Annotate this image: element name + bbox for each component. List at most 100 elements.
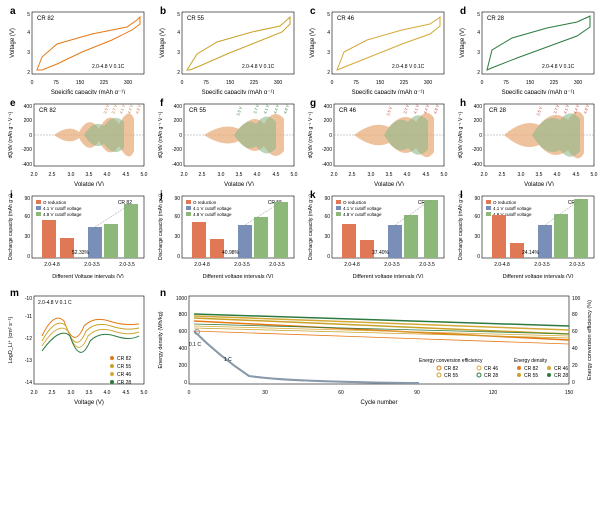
panel-i: i CR 82 O reduction 4.1 V cutoff voltage…: [4, 188, 152, 278]
svg-text:150: 150: [565, 390, 574, 396]
svg-text:4.8 V cutoff voltage: 4.8 V cutoff voltage: [343, 212, 382, 217]
svg-text:60: 60: [572, 329, 578, 335]
svg-text:2.0: 2.0: [331, 172, 338, 178]
svg-text:4.8 V: 4.8 V: [582, 104, 590, 115]
svg-text:2.0-3.5: 2.0-3.5: [234, 262, 250, 268]
svg-text:0: 0: [179, 133, 182, 139]
svg-text:300: 300: [424, 80, 433, 86]
svg-text:400: 400: [174, 104, 183, 110]
svg-text:2.0-4.8 V 0.1 C: 2.0-4.8 V 0.1 C: [38, 300, 72, 306]
chart-e: CR 82 3.5 V3.7 V4.1 V4.4 V4.8 V 2.02.53.…: [4, 96, 152, 186]
svg-text:CR 55: CR 55: [444, 373, 458, 379]
svg-text:-200: -200: [172, 147, 182, 153]
svg-text:4.0: 4.0: [104, 390, 111, 396]
svg-text:150: 150: [76, 80, 85, 86]
svg-text:3: 3: [327, 50, 330, 56]
svg-text:3.7 V: 3.7 V: [252, 104, 260, 115]
svg-text:CR 28: CR 28: [554, 373, 568, 379]
svg-text:400: 400: [179, 346, 188, 352]
svg-text:60: 60: [338, 390, 344, 396]
svg-text:Specific capacity (mAh g⁻¹): Specific capacity (mAh g⁻¹): [352, 90, 425, 94]
svg-text:4.8 V cutoff voltage: 4.8 V cutoff voltage: [193, 212, 232, 217]
svg-text:24.14%: 24.14%: [522, 250, 540, 256]
svg-text:75: 75: [203, 80, 209, 86]
svg-text:0: 0: [27, 254, 30, 260]
svg-text:CR 28: CR 28: [487, 16, 505, 22]
svg-text:2.0-4.8: 2.0-4.8: [494, 262, 510, 268]
svg-text:5.0: 5.0: [141, 172, 148, 178]
svg-text:4.0: 4.0: [254, 172, 261, 178]
svg-text:4.4 V: 4.4 V: [422, 104, 430, 115]
svg-text:2.5: 2.5: [49, 390, 56, 396]
svg-text:5.0: 5.0: [441, 172, 448, 178]
svg-text:Specific capacity (mAh g⁻¹): Specific capacity (mAh g⁻¹): [202, 90, 275, 94]
svg-text:Voltage (V): Voltage (V): [460, 28, 466, 58]
svg-text:CR 28: CR 28: [484, 373, 498, 379]
svg-text:-400: -400: [472, 162, 482, 168]
svg-text:3.0: 3.0: [518, 172, 525, 178]
svg-text:Different voltage intervals (V: Different voltage intervals (V): [203, 274, 274, 278]
svg-text:2.0: 2.0: [31, 390, 38, 396]
svg-text:4.0: 4.0: [554, 172, 561, 178]
svg-text:4.1 V: 4.1 V: [118, 104, 126, 115]
svg-text:3.0: 3.0: [68, 172, 75, 178]
top-grid: a CR 82 2.0-4.8 V 0.1C 075150225300 2345…: [0, 0, 605, 282]
cond-label: 2.0-4.8 V 0.1C: [92, 64, 125, 70]
svg-text:Energy conversion efficiency (: Energy conversion efficiency (%): [587, 300, 593, 380]
svg-text:30: 30: [24, 234, 30, 240]
svg-text:2.0-3.5: 2.0-3.5: [534, 262, 550, 268]
svg-text:2.0-4.8 V 0.1C: 2.0-4.8 V 0.1C: [242, 64, 275, 70]
svg-text:300: 300: [124, 80, 133, 86]
svg-text:4.1 V cutoff voltage: 4.1 V cutoff voltage: [193, 206, 232, 211]
svg-text:2.0-4.8: 2.0-4.8: [44, 262, 60, 268]
svg-text:0: 0: [331, 80, 334, 86]
svg-text:4.1 V cutoff voltage: 4.1 V cutoff voltage: [43, 206, 82, 211]
svg-text:CR 82: CR 82: [524, 366, 538, 372]
svg-text:4: 4: [27, 30, 30, 36]
svg-text:3.7 V: 3.7 V: [110, 104, 118, 115]
panel-g: g CR 46 3.5 V3.7 V4.1 V4.4 V4.8 V 2.02.5…: [304, 96, 452, 186]
panel-d: d CR 28 2.0-4.8 V 0.1C 075150225300 2345…: [454, 4, 602, 94]
svg-text:2: 2: [477, 70, 480, 76]
svg-text:150: 150: [226, 80, 235, 86]
svg-text:2.5: 2.5: [349, 172, 356, 178]
svg-text:Cycle number: Cycle number: [360, 400, 397, 406]
svg-text:4.0: 4.0: [104, 172, 111, 178]
svg-text:CR 82: CR 82: [117, 356, 131, 362]
svg-text:2.0-3.5: 2.0-3.5: [419, 262, 435, 268]
svg-text:Different Voltage intervals (V: Different Voltage intervals (V): [52, 274, 124, 278]
svg-text:40.98%: 40.98%: [222, 250, 240, 256]
panel-label-c: c: [310, 6, 316, 17]
svg-text:Voltage (V): Voltage (V): [310, 28, 316, 58]
svg-text:0: 0: [184, 380, 187, 386]
svg-text:4.5: 4.5: [123, 172, 130, 178]
svg-text:3.5: 3.5: [86, 172, 93, 178]
svg-text:-13: -13: [25, 358, 32, 364]
svg-text:30: 30: [324, 234, 330, 240]
svg-text:CR 46: CR 46: [117, 372, 131, 378]
svg-text:2.0: 2.0: [31, 172, 38, 178]
svg-text:1 C: 1 C: [224, 357, 232, 363]
panel-label-d: d: [460, 6, 466, 17]
svg-text:4.5: 4.5: [423, 172, 430, 178]
svg-text:4.8 V: 4.8 V: [134, 104, 142, 115]
svg-text:CR 46: CR 46: [339, 108, 357, 114]
svg-text:400: 400: [24, 104, 33, 110]
svg-text:4.5: 4.5: [573, 172, 580, 178]
svg-text:100: 100: [572, 296, 581, 302]
svg-text:3.5 V: 3.5 V: [385, 106, 393, 117]
svg-text:Specific capacity (mAh g⁻¹): Specific capacity (mAh g⁻¹): [502, 90, 575, 94]
svg-text:CR 55: CR 55: [187, 16, 205, 22]
svg-text:75: 75: [353, 80, 359, 86]
svg-text:150: 150: [376, 80, 385, 86]
svg-text:Different voltage intervals (V: Different voltage intervals (V): [503, 274, 574, 278]
svg-text:200: 200: [24, 118, 33, 124]
panel-b: b CR 55 2.0-4.8 V 0.1C 075150225300 2345…: [154, 4, 302, 94]
svg-text:CR 55: CR 55: [117, 364, 131, 370]
chart-m: 2.0-4.8 V 0.1 C CR 82 CR 55 CR 46 CR 28 …: [4, 286, 152, 406]
svg-text:Voltage (V): Voltage (V): [74, 400, 104, 406]
svg-text:2.5: 2.5: [199, 172, 206, 178]
svg-text:600: 600: [179, 329, 188, 335]
svg-text:CR 46: CR 46: [484, 366, 498, 372]
svg-text:4: 4: [327, 30, 330, 36]
